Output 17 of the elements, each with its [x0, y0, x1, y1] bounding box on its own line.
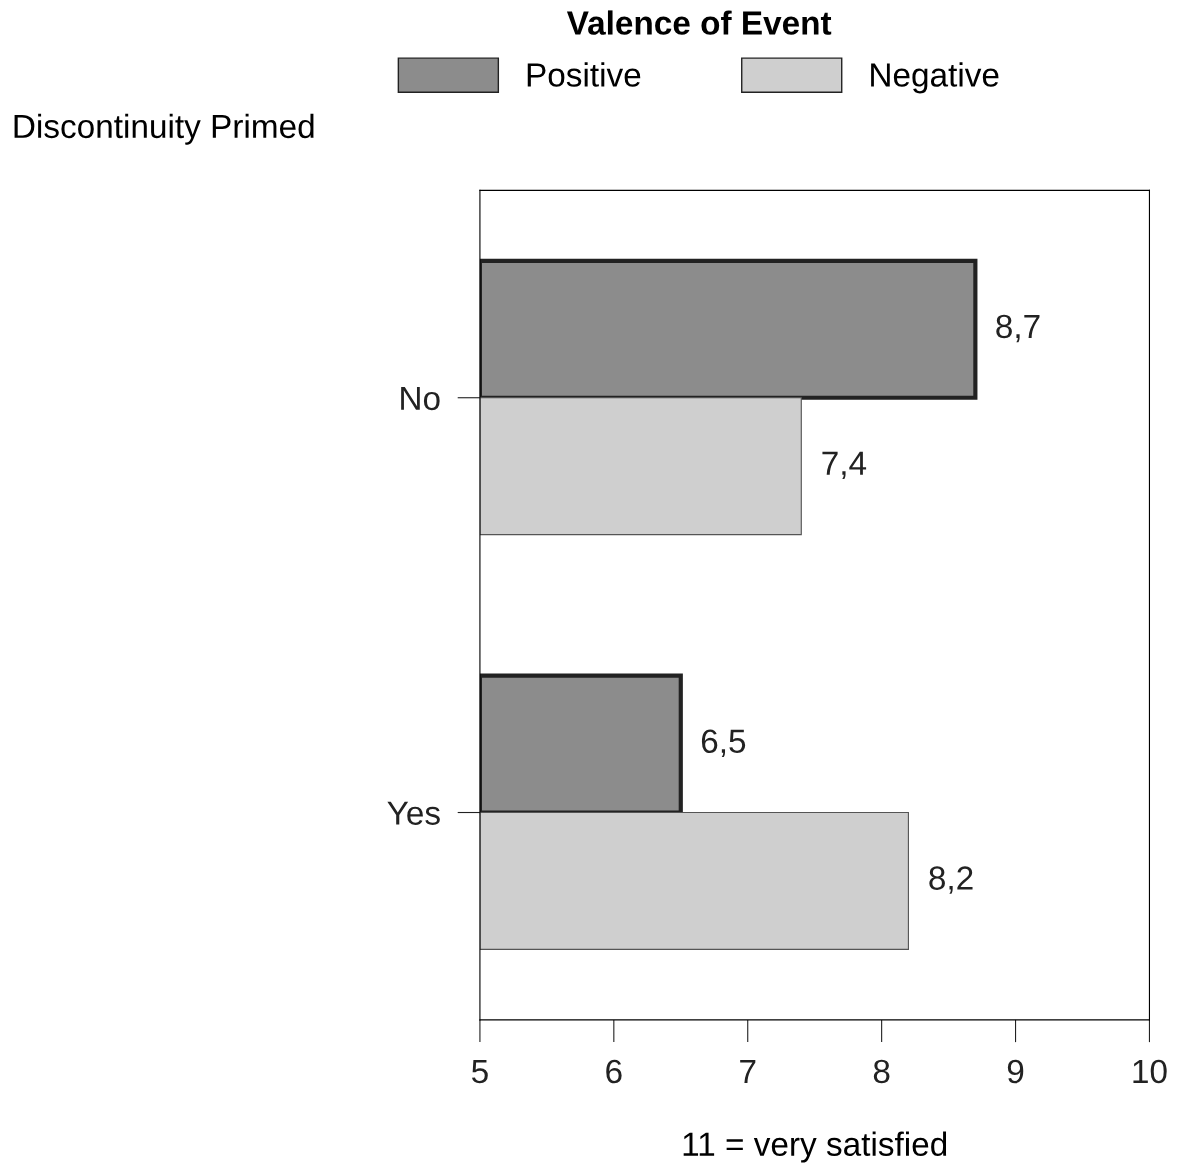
x-tick-label: 8 [873, 1059, 890, 1084]
y-tick-label: Yes [387, 801, 440, 825]
x-tick-label: 9 [1007, 1059, 1024, 1084]
data-label: 7,4 [822, 451, 867, 480]
data-label: 8,7 [996, 314, 1040, 343]
x-axis-title: 11 = very satisfied [683, 1131, 947, 1163]
x-tick-label: 7 [740, 1060, 756, 1083]
y-tick-label: No [401, 386, 440, 411]
data-label: 8,2 [929, 866, 973, 894]
legend-label: Negative [871, 62, 999, 94]
legend-title: Valence of Event [566, 10, 832, 35]
x-tick-label: 6 [606, 1059, 622, 1084]
data-label: 6,5 [701, 729, 746, 757]
y-axis-title: Discontinuity Primed [14, 113, 314, 145]
x-tick-label: 5 [471, 1060, 488, 1084]
x-tick-label: 10 [1133, 1059, 1167, 1084]
legend-label: Positive [527, 62, 641, 87]
